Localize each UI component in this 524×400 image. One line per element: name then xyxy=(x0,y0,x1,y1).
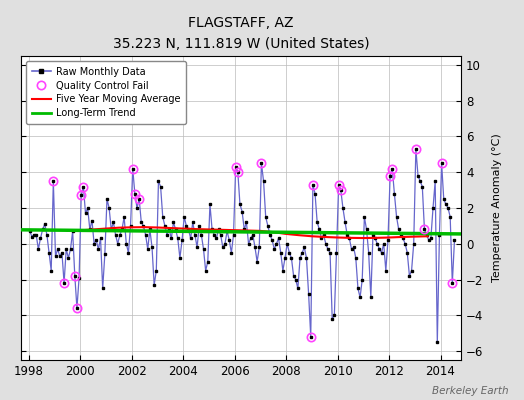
Text: Berkeley Earth: Berkeley Earth xyxy=(432,386,508,396)
Legend: Raw Monthly Data, Quality Control Fail, Five Year Moving Average, Long-Term Tren: Raw Monthly Data, Quality Control Fail, … xyxy=(26,61,187,124)
Title: FLAGSTAFF, AZ
35.223 N, 111.819 W (United States): FLAGSTAFF, AZ 35.223 N, 111.819 W (Unite… xyxy=(113,16,369,51)
Y-axis label: Temperature Anomaly (°C): Temperature Anomaly (°C) xyxy=(492,134,501,282)
